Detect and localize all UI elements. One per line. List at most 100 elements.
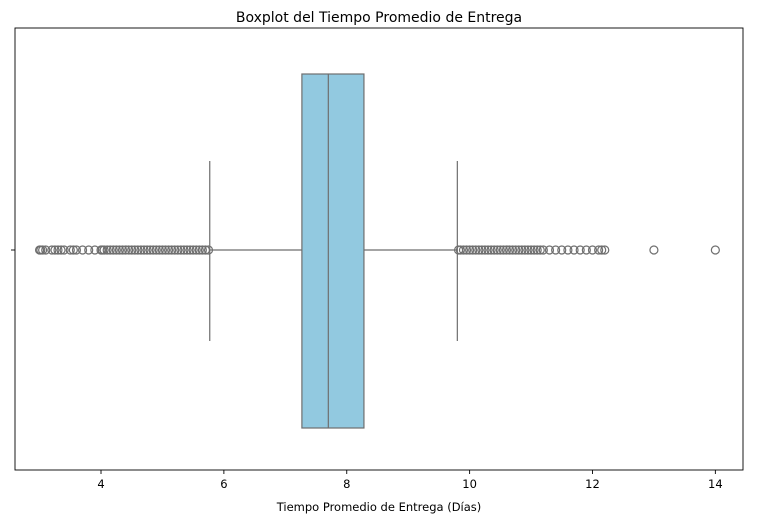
- outlier-point: [53, 245, 63, 255]
- outlier-point: [105, 245, 115, 255]
- outlier-point: [170, 245, 180, 255]
- outlier-point: [200, 245, 211, 255]
- outlier-point: [102, 245, 112, 255]
- outlier-point: [523, 245, 533, 255]
- outlier-point: [142, 245, 152, 255]
- outlier-point: [575, 245, 585, 255]
- outlier-point: [41, 245, 51, 255]
- outlier-point: [569, 245, 579, 255]
- outlier-point: [185, 245, 195, 255]
- outlier-point: [163, 245, 174, 255]
- outlier-point: [508, 245, 518, 255]
- x-tick-label: 14: [708, 477, 723, 491]
- outlier-point: [710, 245, 720, 255]
- outlier-point: [194, 245, 204, 255]
- outlier-point: [90, 245, 100, 255]
- x-axis: 4 6 8 10 12 14: [97, 470, 723, 491]
- outlier-point: [71, 245, 82, 255]
- outlier-point: [600, 245, 610, 255]
- outlier-point: [65, 245, 75, 255]
- outliers: [34, 245, 720, 255]
- x-tick-label: 8: [343, 477, 350, 491]
- x-tick-label: 12: [585, 477, 600, 491]
- outlier-point: [461, 245, 472, 255]
- outlier-point: [520, 245, 530, 255]
- outlier-point: [649, 245, 659, 255]
- outlier-point: [529, 245, 539, 255]
- outlier-point: [465, 245, 475, 255]
- outlier-point: [532, 245, 542, 255]
- box-group: [209, 73, 458, 429]
- outlier-point: [197, 245, 207, 255]
- outlier-point: [154, 245, 164, 255]
- outlier-point: [117, 245, 128, 255]
- outlier-point: [492, 245, 502, 255]
- outlier-point: [151, 245, 161, 255]
- outlier-point: [148, 245, 158, 255]
- outlier-point: [477, 245, 487, 255]
- outlier-point: [99, 245, 109, 255]
- outlier-point: [68, 245, 78, 255]
- outlier-point: [56, 245, 66, 255]
- outlier-point: [557, 245, 567, 255]
- chart-title: Boxplot del Tiempo Promedio de Entrega: [236, 10, 522, 26]
- outlier-point: [111, 245, 121, 255]
- outlier-point: [191, 245, 201, 255]
- outlier-point: [517, 245, 527, 255]
- outlier-point: [84, 245, 94, 255]
- outlier-point: [203, 245, 214, 255]
- outlier-point: [581, 245, 591, 255]
- outlier-point: [538, 245, 548, 255]
- outlier-point: [587, 245, 598, 255]
- x-axis-label: Tiempo Promedio de Entrega (Días): [276, 500, 482, 514]
- outlier-point: [120, 245, 131, 255]
- outlier-point: [188, 245, 198, 255]
- iqr-box: [301, 73, 365, 429]
- outlier-point: [139, 245, 149, 255]
- outlier-point: [551, 245, 561, 255]
- outlier-point: [167, 245, 177, 255]
- outlier-point: [480, 245, 490, 255]
- outlier-point: [157, 245, 168, 255]
- outlier-point: [498, 245, 509, 255]
- outlier-point: [455, 245, 466, 255]
- outlier-point: [486, 245, 496, 255]
- outlier-point: [124, 245, 134, 255]
- outlier-point: [114, 245, 125, 255]
- outlier-point: [77, 245, 88, 255]
- outlier-point: [495, 245, 505, 255]
- outlier-point: [130, 245, 140, 255]
- outlier-point: [511, 245, 521, 255]
- outlier-point: [458, 245, 469, 255]
- outlier-point: [594, 245, 604, 255]
- plot-frame: [14, 27, 744, 471]
- outlier-point: [563, 245, 573, 255]
- outlier-point: [136, 245, 146, 255]
- outlier-point: [127, 245, 137, 255]
- outlier-point: [597, 245, 607, 255]
- outlier-point: [173, 245, 183, 255]
- outlier-point: [160, 245, 171, 255]
- outlier-point: [47, 245, 57, 255]
- outlier-point: [133, 245, 143, 255]
- outlier-point: [50, 245, 60, 255]
- outlier-point: [145, 245, 155, 255]
- outlier-point: [501, 245, 512, 255]
- outlier-point: [514, 245, 524, 255]
- outlier-point: [504, 245, 515, 255]
- outlier-point: [468, 245, 478, 255]
- outlier-point: [483, 245, 493, 255]
- outlier-point: [182, 245, 192, 255]
- outlier-point: [179, 245, 189, 255]
- outlier-point: [535, 245, 545, 255]
- outlier-point: [108, 245, 118, 255]
- outlier-point: [526, 245, 536, 255]
- x-tick-label: 10: [462, 477, 477, 491]
- x-tick-label: 4: [97, 477, 104, 491]
- outlier-point: [489, 245, 499, 255]
- x-tick-label: 6: [220, 477, 227, 491]
- outlier-point: [59, 245, 69, 255]
- outlier-point: [38, 245, 48, 255]
- outlier-point: [176, 245, 186, 255]
